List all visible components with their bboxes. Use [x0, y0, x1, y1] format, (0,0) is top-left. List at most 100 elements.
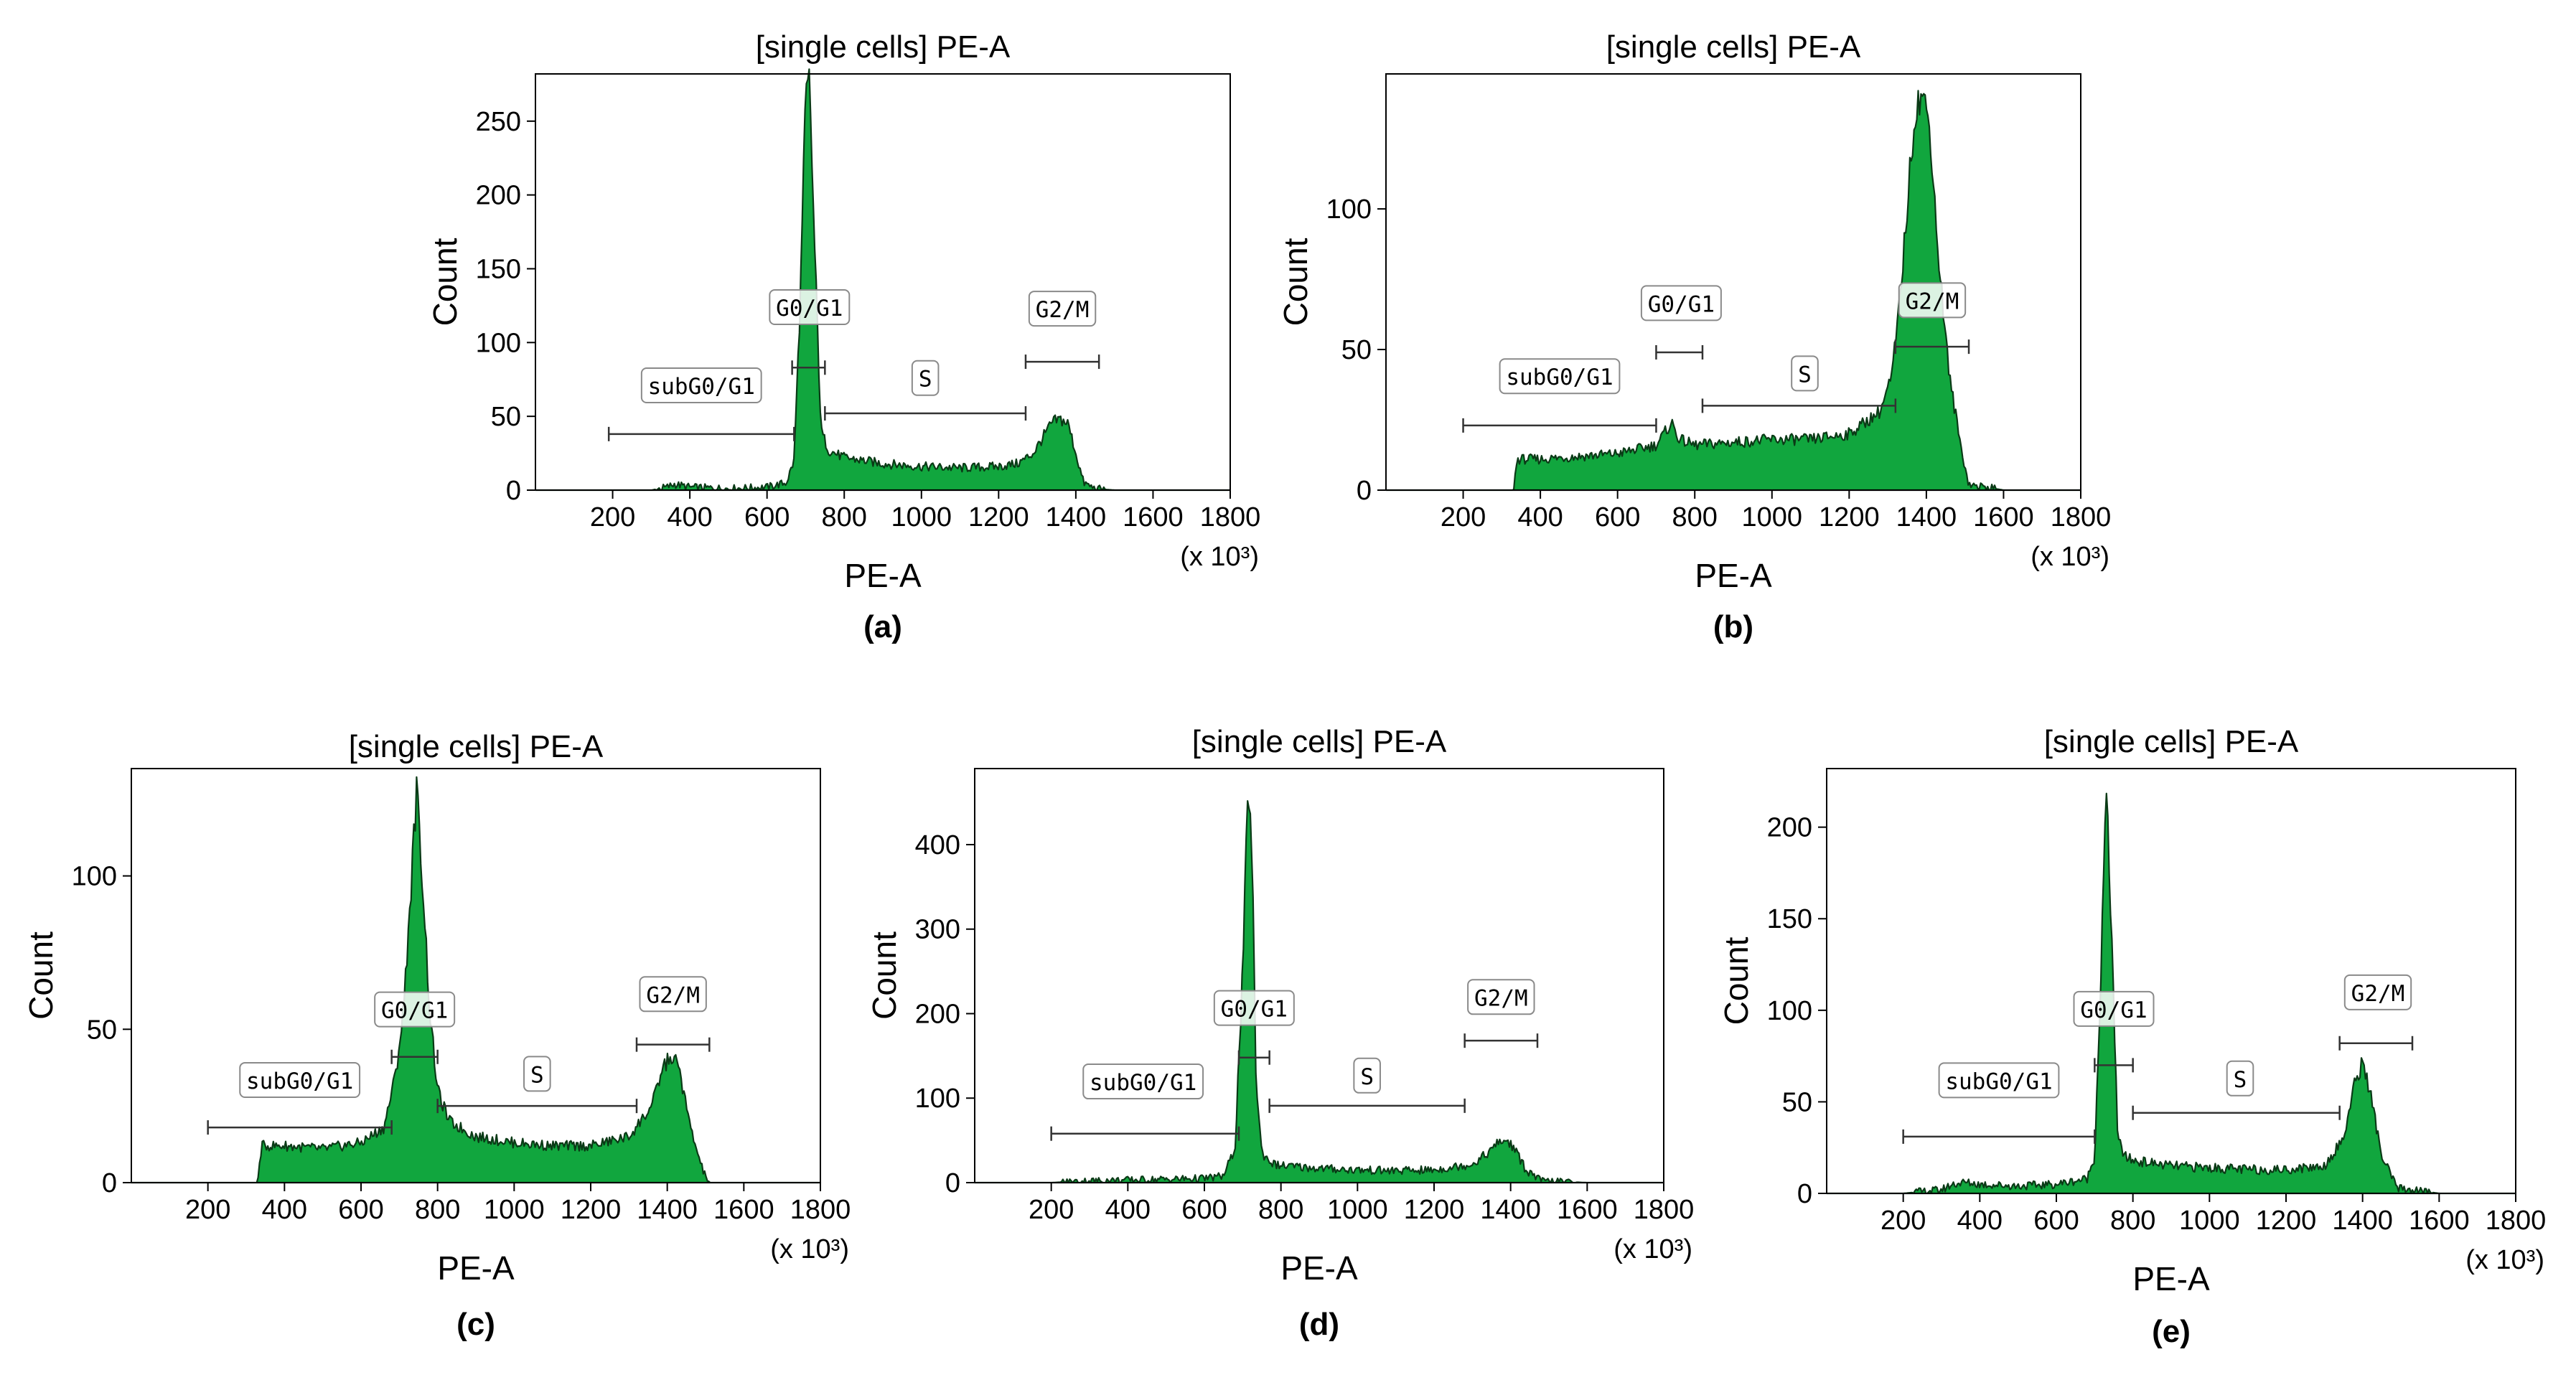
gate-label-box	[1353, 1057, 1381, 1094]
y-tick-label: 0	[1797, 1179, 1812, 1209]
y-axis-label: Count	[1718, 936, 1755, 1025]
histogram-area	[534, 68, 1232, 492]
histogram-area	[1825, 792, 2517, 1195]
x-tick-label: 800	[1672, 502, 1718, 532]
gate-label-text: S	[919, 367, 932, 393]
y-tick-label: 200	[476, 181, 521, 211]
gate-label-text: G2/M	[1906, 288, 1959, 314]
x-tick-label: 400	[1957, 1206, 2003, 1236]
gate-label: G2/M	[1467, 979, 1535, 1015]
gate-label-box	[639, 976, 707, 1013]
gate-g0-g1: G0/G1	[1213, 990, 1295, 1065]
y-tick-label: 50	[491, 402, 521, 432]
gate-label-box	[911, 360, 940, 396]
gate-label-box	[1898, 282, 1967, 319]
gate-label: subG0/G1	[1499, 358, 1621, 395]
gate-s: S	[824, 360, 1027, 421]
x-tick-label: 1200	[561, 1195, 622, 1225]
gate-label-text: G0/G1	[2080, 997, 2147, 1023]
gate-subg0-g1: subG0/G1	[1462, 358, 1657, 433]
gate-s: S	[2132, 1060, 2341, 1120]
gate-label: S	[2226, 1060, 2254, 1097]
gate-label-box	[239, 1061, 361, 1098]
x-tick-label: 1200	[968, 502, 1029, 532]
x-tick-label: 600	[2033, 1206, 2079, 1236]
gate-label: G2/M	[1898, 282, 1967, 319]
x-tick-label: 1600	[1557, 1195, 1618, 1225]
histogram-panel-1: 200 400 600 800 1000 1200 1400 1600 1800 0 50 100 15…	[426, 29, 1260, 644]
x-tick-label: 200	[590, 502, 635, 532]
x-tick-label: 1600	[713, 1195, 774, 1225]
gate-label: S	[1791, 355, 1819, 392]
gate-label-box	[374, 991, 456, 1028]
gate-label-text: subG0/G1	[648, 374, 755, 400]
x-tick-label: 1800	[2051, 502, 2112, 532]
chart-title: [single cells] PE-A	[349, 729, 604, 764]
x-tick-label: 1400	[1046, 502, 1107, 532]
y-tick-label: 300	[915, 915, 960, 945]
y-tick-label: 200	[915, 999, 960, 1029]
x-axis-multiplier: (x 10³)	[2031, 542, 2109, 572]
panel-letter: (c)	[456, 1307, 495, 1342]
gate-label: G2/M	[2343, 974, 2412, 1010]
gate-subg0-g1: subG0/G1	[207, 1061, 393, 1135]
x-tick-label: 1800	[790, 1195, 851, 1225]
x-tick-label: 1400	[1896, 502, 1957, 532]
x-tick-label: 800	[415, 1195, 460, 1225]
gate-label: G0/G1	[374, 991, 456, 1028]
x-tick-label: 1800	[1200, 502, 1261, 532]
y-tick-label: 150	[1767, 904, 1812, 934]
gate-label: G0/G1	[2073, 990, 2155, 1027]
y-tick-label: 100	[915, 1084, 960, 1114]
gate-label: G0/G1	[769, 289, 851, 326]
gate-label: G2/M	[639, 976, 707, 1013]
x-tick-label: 1600	[2409, 1206, 2470, 1236]
y-axis-label: Count	[22, 931, 60, 1020]
gate-label: subG0/G1	[640, 367, 762, 404]
gate-g0-g1: G0/G1	[1640, 285, 1722, 360]
gate-s: S	[1268, 1057, 1466, 1113]
y-axis-label: Count	[426, 238, 464, 326]
x-tick-label: 1000	[891, 502, 952, 532]
x-tick-label: 1000	[1742, 502, 1803, 532]
x-axis-multiplier: (x 10³)	[770, 1234, 849, 1264]
y-tick-label: 0	[102, 1168, 117, 1198]
x-tick-label: 200	[185, 1195, 230, 1225]
gate-label-text: G0/G1	[776, 296, 843, 321]
x-axis-label: PE-A	[437, 1249, 515, 1287]
gate-label-text: subG0/G1	[1506, 365, 1613, 390]
x-tick-label: 200	[1881, 1206, 1926, 1236]
gate-label-box	[2343, 974, 2412, 1010]
panel-letter: (d)	[1299, 1307, 1339, 1342]
y-tick-label: 100	[476, 328, 521, 358]
gate-label-box	[769, 289, 851, 326]
y-tick-label: 250	[476, 107, 521, 137]
x-tick-label: 800	[822, 502, 867, 532]
y-tick-label: 100	[1767, 996, 1812, 1026]
plot-frame	[974, 768, 1664, 1183]
gate-label-text: G0/G1	[1648, 291, 1715, 317]
x-tick-label: 400	[1517, 502, 1563, 532]
chart-title: [single cells] PE-A	[756, 29, 1011, 65]
x-axis-label: PE-A	[1695, 557, 1772, 594]
gate-label-text: G2/M	[1036, 297, 1090, 323]
gate-label: S	[1353, 1057, 1381, 1094]
gate-g2-m: G2/M	[635, 976, 711, 1052]
x-axis-label: PE-A	[844, 557, 922, 594]
panel-letter: (a)	[863, 609, 902, 644]
gate-label-text: S	[2234, 1067, 2247, 1093]
chart-title: [single cells] PE-A	[2044, 724, 2299, 759]
gate-label: subG0/G1	[1938, 1062, 2060, 1099]
gate-g0-g1: G0/G1	[374, 991, 456, 1064]
x-tick-label: 600	[338, 1195, 383, 1225]
panel-letter: (b)	[1713, 609, 1753, 644]
histogram-area	[130, 776, 822, 1184]
x-axis-multiplier: (x 10³)	[1613, 1234, 1692, 1264]
y-tick-label: 50	[1782, 1087, 1812, 1117]
x-tick-label: 600	[1181, 1195, 1227, 1225]
y-axis-label: Count	[866, 931, 903, 1020]
gate-label-text: G0/G1	[1221, 997, 1288, 1023]
gate-s: S	[1701, 355, 1897, 413]
x-tick-label: 1000	[2179, 1206, 2240, 1236]
